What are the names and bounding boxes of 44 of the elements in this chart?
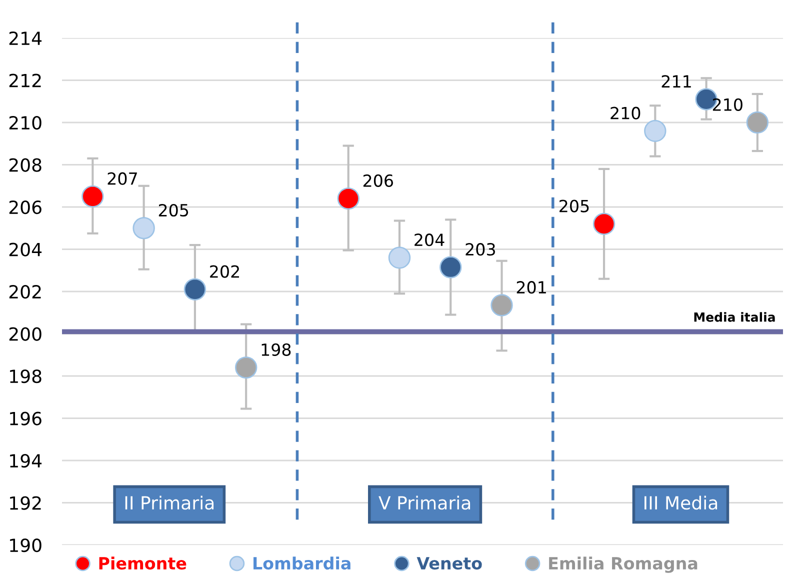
point [388, 246, 411, 269]
annotation: II Primaria [125, 496, 214, 510]
y-tick-label: 200 [9, 327, 42, 341]
legend-label: Emilia Romagna [549, 556, 698, 573]
annotation: V Primaria [378, 496, 470, 510]
y-tick-label: 194 [10, 454, 42, 468]
point [132, 217, 155, 240]
data-label: 211 [662, 75, 691, 88]
y-tick-label: 192 [10, 496, 41, 510]
y-tick-label: 210 [9, 116, 42, 130]
legend-label: Veneto [416, 557, 482, 570]
y-tick-label: 204 [9, 242, 42, 256]
data-label: 198 [262, 343, 291, 356]
y-tick-label: 196 [10, 412, 42, 426]
data-label: 210 [610, 106, 640, 120]
y-tick-label: 190 [10, 538, 42, 552]
y-tick-label: 212 [9, 74, 41, 88]
data-label: 201 [516, 281, 546, 294]
y-tick-label: 214 [9, 31, 42, 45]
data-label: 205 [560, 200, 589, 212]
y-tick-label: 206 [9, 200, 42, 214]
point [746, 111, 769, 134]
annotation: III Media [644, 496, 718, 510]
data-label: 203 [466, 243, 495, 256]
point [234, 356, 258, 379]
point [82, 185, 104, 208]
data-label: 210 [712, 98, 742, 111]
point [490, 294, 513, 316]
point [184, 278, 206, 300]
data-label: 205 [158, 204, 188, 217]
point [592, 212, 616, 236]
data-label: 206 [363, 174, 394, 187]
legend-label: Piemonte [99, 556, 186, 570]
point [337, 187, 360, 210]
point [644, 120, 666, 142]
y-tick-label: 198 [10, 369, 42, 384]
ref-line-label: Media italia [694, 312, 775, 322]
data-label: 202 [210, 265, 239, 278]
legend-label: Lombardia [254, 556, 350, 570]
point [440, 256, 462, 278]
data-label: 204 [414, 234, 444, 246]
data-label: 207 [108, 172, 137, 185]
y-tick-label: 202 [9, 284, 41, 299]
y-tick-label: 208 [9, 158, 42, 172]
